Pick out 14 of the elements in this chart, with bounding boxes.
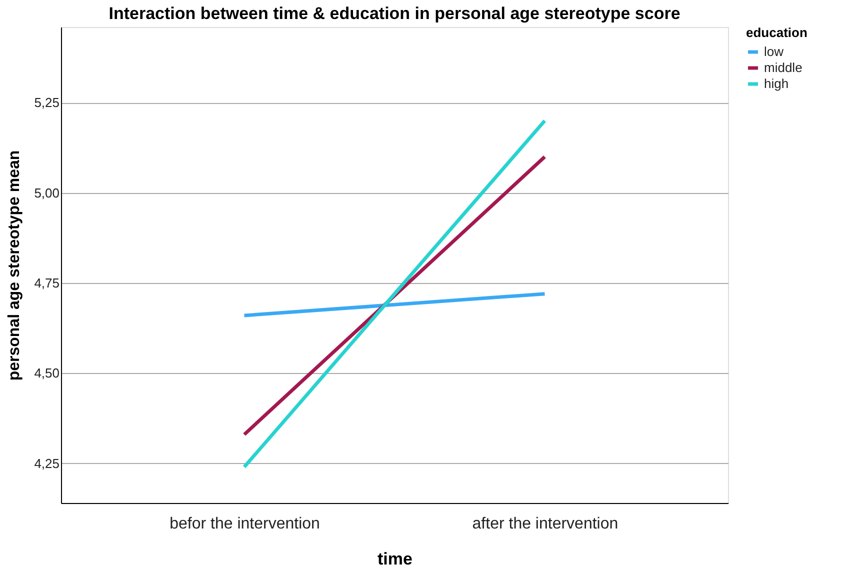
x-tick-label: befor the intervention (170, 516, 320, 532)
y-tick-label: 4,50 (34, 366, 60, 381)
y-tick-label: 5,25 (34, 95, 60, 110)
legend-label: low (764, 44, 784, 59)
legend-label: middle (764, 60, 802, 75)
x-axis-title: time (378, 550, 412, 568)
y-axis-title: personal age stereotype mean (6, 150, 24, 381)
y-tick-label: 4,25 (34, 456, 60, 471)
legend-title: education (746, 25, 808, 40)
y-tick-label: 4,75 (34, 276, 60, 291)
legend-label: high (764, 76, 789, 91)
x-tick-label: after the intervention (472, 516, 618, 532)
chart-title: Interaction between time & education in personal age stereotype score (108, 4, 680, 23)
y-tick-label: 5,00 (34, 185, 60, 200)
